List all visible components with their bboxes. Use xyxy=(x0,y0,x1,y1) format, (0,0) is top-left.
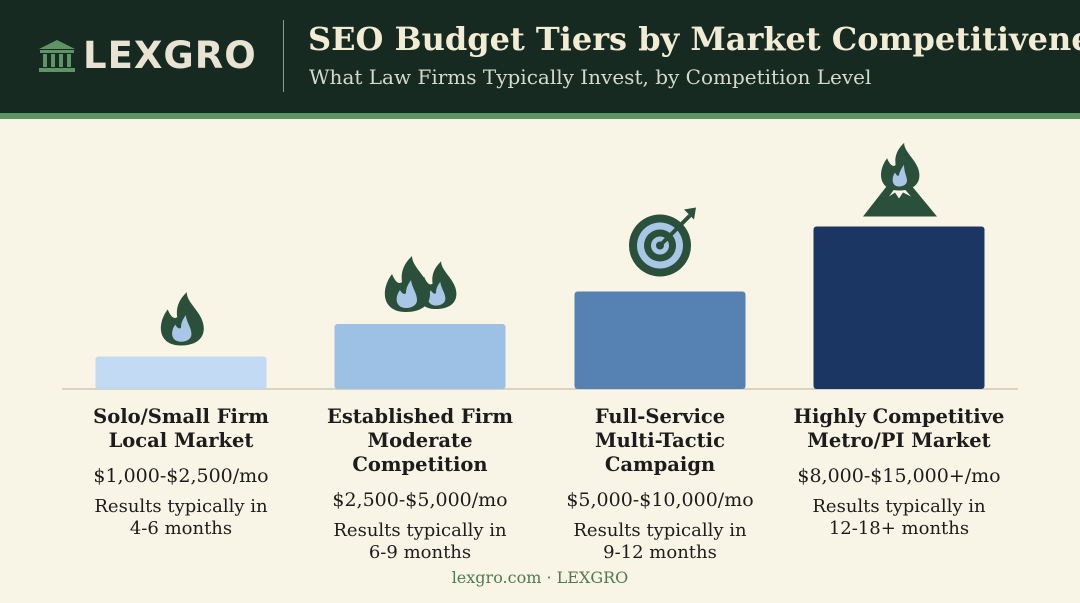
single-flame-icon xyxy=(160,292,204,346)
tier-name: Established Firm Moderate Competition xyxy=(326,405,514,476)
tier-name: Solo/Small Firm Local Market xyxy=(93,405,269,452)
logo: LEXGRO xyxy=(37,34,257,78)
tier-results: Results typically in 4-6 months xyxy=(94,496,268,539)
tier-label-4: Highly Competitive Metro/PI Market $8,00… xyxy=(779,405,1019,540)
tier-name: Full-Service Multi-Tactic Campaign xyxy=(594,405,726,476)
page-subtitle: What Law Firms Typically Invest, by Comp… xyxy=(309,65,872,89)
page-title: SEO Budget Tiers by Market Competitivene… xyxy=(308,20,1080,58)
flaming-mountain-icon xyxy=(863,142,937,217)
bar-1 xyxy=(95,356,267,389)
logo-text: LEXGRO xyxy=(83,34,257,77)
tier-price: $8,000-$15,000+/mo xyxy=(797,465,1001,487)
tier-price: $2,500-$5,000/mo xyxy=(332,489,508,511)
tier-price: $1,000-$2,500/mo xyxy=(93,465,269,487)
footer-credit: lexgro.com · LEXGRO xyxy=(451,568,629,587)
tier-label-1: Solo/Small Firm Local Market $1,000-$2,5… xyxy=(61,405,301,540)
header-banner xyxy=(0,0,1080,113)
courthouse-icon xyxy=(39,40,75,72)
header-divider xyxy=(283,20,284,92)
bar-3 xyxy=(574,291,746,389)
header-accent-stripe xyxy=(0,113,1080,119)
tier-results: Results typically in 9-12 months xyxy=(573,520,747,563)
tier-label-2: Established Firm Moderate Competition $2… xyxy=(300,405,540,564)
bar-chart xyxy=(62,142,1018,390)
double-flame-icon xyxy=(384,256,457,312)
tier-results: Results typically in 6-9 months xyxy=(333,520,507,563)
tier-results: Results typically in 12-18+ months xyxy=(812,496,986,539)
bar-2 xyxy=(334,324,506,389)
tier-price: $5,000-$10,000/mo xyxy=(566,489,754,511)
tier-name: Highly Competitive Metro/PI Market xyxy=(793,405,1005,452)
target-icon xyxy=(629,207,696,277)
tier-label-3: Full-Service Multi-Tactic Campaign $5,00… xyxy=(540,405,780,564)
bar-4 xyxy=(813,226,985,389)
